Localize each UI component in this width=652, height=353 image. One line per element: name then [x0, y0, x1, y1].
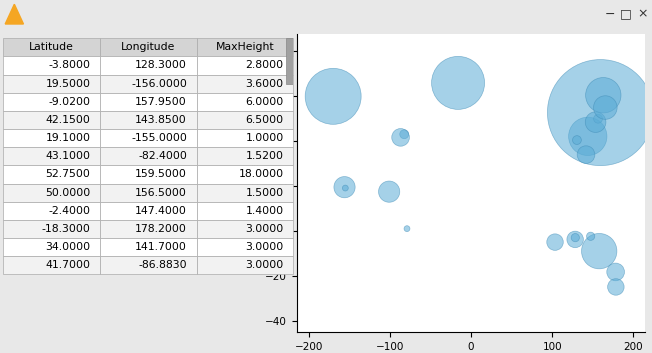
Point	[600, 105, 610, 110]
Point	[384, 189, 394, 195]
Point	[572, 137, 582, 143]
Point	[339, 184, 349, 190]
Point	[570, 237, 580, 242]
Point	[581, 152, 591, 157]
Point	[593, 116, 603, 121]
Text: □: □	[620, 8, 632, 20]
Text: ×: ×	[637, 8, 647, 20]
Point	[550, 239, 560, 245]
Point	[399, 131, 409, 137]
Point	[453, 80, 464, 86]
Point	[585, 233, 596, 239]
Point	[611, 284, 621, 290]
Bar	[286, 37, 293, 84]
Point	[328, 94, 338, 99]
Polygon shape	[5, 4, 23, 24]
Point	[610, 269, 621, 275]
Point	[590, 119, 600, 125]
Point	[340, 185, 351, 191]
Point	[402, 226, 412, 232]
Point	[594, 248, 604, 254]
Y-axis label: Latitude: Latitude	[250, 160, 259, 206]
Point	[582, 133, 593, 139]
Point	[595, 110, 606, 115]
Point	[598, 92, 608, 98]
Point	[570, 235, 580, 240]
Point	[395, 134, 406, 140]
Text: −: −	[604, 8, 615, 20]
